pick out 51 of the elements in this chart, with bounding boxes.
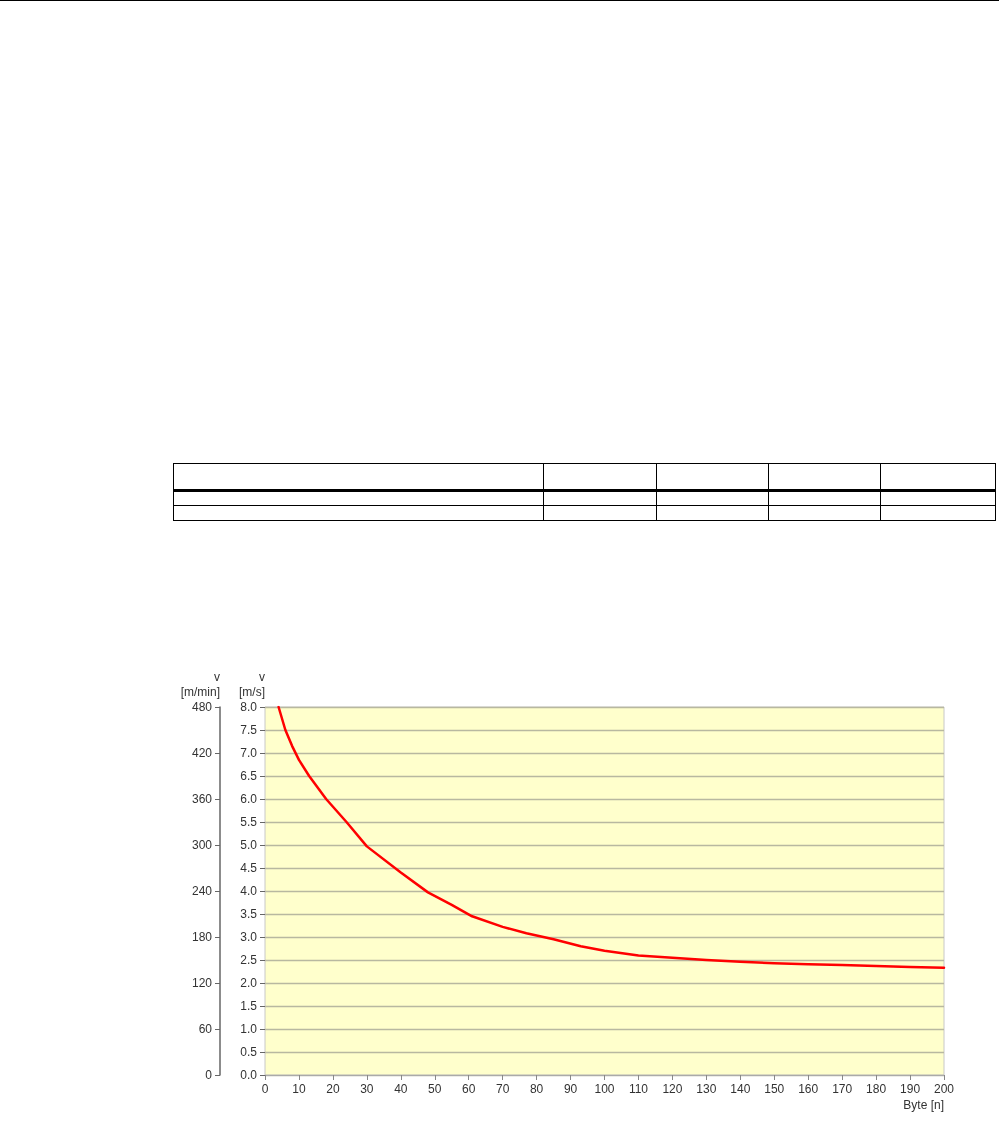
y-tick-label: 7.0 [240, 746, 258, 760]
y-tick-label: 4.0 [240, 884, 258, 898]
x-tick-label: 180 [866, 1082, 887, 1096]
x-tick-label: 50 [428, 1082, 442, 1096]
y-tick-label: 3.5 [240, 907, 258, 921]
y2-tick-label: 60 [198, 1022, 213, 1036]
line-series [277, 705, 946, 970]
x-tick-label: 60 [462, 1082, 476, 1096]
x-tick-label: 80 [529, 1082, 544, 1096]
x-tick-label: 30 [360, 1082, 374, 1096]
y-tick-label: 0.0 [240, 1068, 258, 1082]
x-tick-label: 90 [563, 1082, 578, 1096]
x-tick-label: 20 [326, 1082, 340, 1096]
x-tick-label: 200 [933, 1082, 955, 1096]
y-axis-title: v [m/s] [239, 669, 265, 699]
y2-tick-label: 360 [191, 792, 213, 806]
x-tick-label: 190 [900, 1082, 921, 1096]
y-tick-label: 6.5 [240, 769, 258, 783]
y-tick-label: 7.5 [240, 723, 258, 737]
y-tick-label: 5.5 [240, 815, 258, 829]
y-tick-label: 3.0 [240, 930, 258, 944]
x-tick-label: 100 [594, 1082, 615, 1096]
y-tick-label: 4.5 [240, 861, 258, 875]
y2-tick-label: 120 [191, 976, 213, 990]
x-tick-label: 10 [292, 1082, 306, 1096]
y-tick-label: 5.0 [240, 838, 258, 852]
x-tick-label: 40 [394, 1082, 408, 1096]
x-tick-label: 120 [662, 1082, 683, 1096]
y-tick-label: 1.5 [240, 999, 258, 1013]
y2-tick-label: 300 [191, 838, 213, 852]
x-tick-label: 110 [628, 1082, 649, 1096]
y-tick-label: 1.0 [240, 1022, 258, 1036]
y2-tick-label: 420 [191, 746, 213, 760]
y-tick-label: 6.0 [240, 792, 258, 806]
x-tick-label: 150 [764, 1082, 785, 1096]
y2-axis-title: v [m/min] [180, 669, 220, 699]
y-tick-label: 2.0 [240, 976, 258, 990]
y-tick-label: 0.5 [240, 1045, 258, 1059]
x-tick-label: 130 [696, 1082, 717, 1096]
x-tick-label: 140 [730, 1082, 751, 1096]
y2-tick-label: 0 [205, 1068, 213, 1082]
x-tick-label: 160 [798, 1082, 819, 1096]
y-tick-label: 8.0 [240, 700, 258, 714]
y2-tick-label: 480 [191, 700, 213, 714]
x-tick-label: 70 [495, 1082, 510, 1096]
x-tick-label: 170 [832, 1082, 853, 1096]
x-axis-title: Byte [n] [903, 1098, 944, 1112]
y2-tick-label: 240 [191, 884, 213, 898]
y-tick-label: 2.5 [240, 953, 258, 967]
x-tick-label: 0 [261, 1082, 269, 1096]
y2-tick-label: 180 [191, 930, 213, 944]
